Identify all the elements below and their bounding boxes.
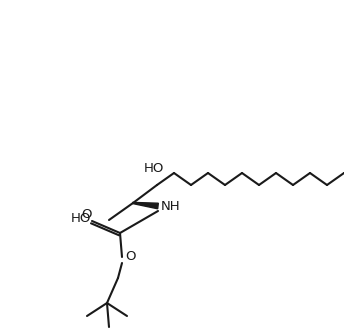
Text: O: O bbox=[125, 250, 135, 263]
Text: HO: HO bbox=[71, 213, 91, 225]
Text: NH: NH bbox=[161, 200, 181, 213]
Text: HO: HO bbox=[144, 162, 164, 176]
Text: O: O bbox=[82, 208, 92, 220]
Polygon shape bbox=[133, 202, 158, 209]
